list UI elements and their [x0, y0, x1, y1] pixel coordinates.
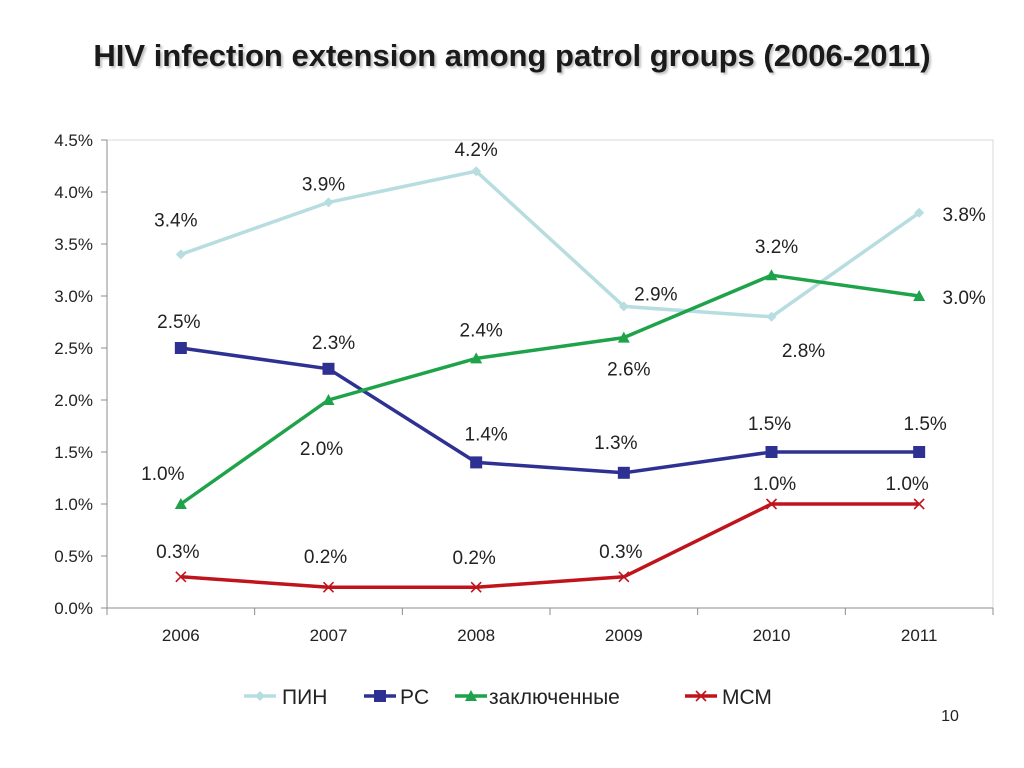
data-point-заключенные — [470, 352, 483, 364]
legend-label: PC — [400, 686, 429, 709]
series-line-пин — [180, 169, 921, 319]
data-label-пин: 3.4% — [154, 210, 197, 231]
data-label-мсм: 1.0% — [886, 474, 929, 495]
legend-item: ПИН — [244, 686, 327, 709]
slide-title: HIV infection extension among patrol gro… — [93, 38, 931, 73]
data-label-заключенные: 2.6% — [607, 360, 650, 381]
data-point-pc — [617, 466, 630, 479]
data-point-пин — [618, 301, 629, 312]
series-line-pc — [180, 346, 920, 475]
x-tick-label: 2008 — [457, 626, 495, 645]
data-point-пин — [175, 249, 186, 260]
legend-label: ПИН — [282, 686, 327, 709]
data-label-заключенные: 2.4% — [460, 320, 503, 341]
data-point-мсм — [470, 581, 482, 593]
data-point-pc — [322, 362, 335, 375]
series-line-мсм — [180, 502, 920, 589]
data-label-pc: 2.5% — [157, 312, 200, 333]
x-tick-label: 2006 — [162, 626, 200, 645]
legend-marker — [695, 690, 707, 702]
data-label-мсм: 0.3% — [156, 542, 199, 563]
y-tick-label: 3.0% — [54, 287, 93, 306]
y-tick-label: 1.5% — [54, 443, 93, 462]
data-label-pc: 1.5% — [748, 414, 791, 435]
data-label-пин: 3.8% — [943, 205, 986, 226]
legend-label: заключенные — [489, 686, 620, 709]
legend-marker — [374, 690, 386, 702]
legend-marker — [255, 691, 265, 701]
legend-item: заключенные — [455, 686, 620, 709]
legend-item: МСМ — [685, 686, 772, 709]
page-number: 10 — [941, 708, 959, 725]
data-label-pc: 1.3% — [594, 433, 637, 454]
y-tick-label: 1.0% — [54, 495, 93, 514]
data-point-пин — [471, 166, 482, 177]
data-point-pc — [913, 446, 926, 458]
data-point-мсм — [322, 581, 335, 593]
x-tick-label: 2010 — [753, 626, 791, 645]
data-label-мсм: 1.0% — [753, 474, 796, 495]
y-tick-label: 0.5% — [54, 547, 93, 566]
data-label-заключенные: 1.0% — [141, 464, 184, 485]
data-point-заключенные — [617, 331, 630, 343]
data-point-заключенные — [765, 269, 778, 281]
data-label-pc: 2.3% — [312, 333, 355, 354]
data-label-заключенные: 3.0% — [943, 288, 986, 309]
data-point-мсм — [175, 571, 187, 583]
data-point-заключенные — [913, 290, 926, 301]
legend-label: МСМ — [722, 686, 772, 709]
data-point-пин — [766, 311, 777, 322]
data-label-мсм: 0.2% — [304, 547, 347, 568]
data-label-пин: 3.9% — [302, 174, 345, 195]
data-label-пин: 4.2% — [455, 140, 498, 161]
y-tick-label: 2.5% — [54, 339, 93, 358]
data-point-пин — [323, 197, 334, 208]
series-line-заключенные — [179, 273, 920, 506]
data-point-pc — [470, 456, 483, 469]
y-tick-label: 2.0% — [54, 391, 93, 410]
data-label-пин: 2.9% — [634, 284, 677, 305]
data-point-мсм — [618, 571, 630, 583]
data-label-pc: 1.4% — [465, 424, 508, 445]
y-tick-label: 4.5% — [54, 131, 93, 150]
data-point-pc — [174, 342, 187, 354]
data-label-пин: 2.8% — [782, 341, 825, 362]
data-point-пин — [914, 207, 925, 218]
legend-item: PC — [364, 686, 429, 709]
data-point-заключенные — [174, 498, 187, 509]
data-point-мсм — [765, 498, 778, 510]
data-label-заключенные: 3.2% — [755, 237, 798, 258]
data-label-заключенные: 2.0% — [300, 439, 343, 460]
y-tick-label: 4.0% — [54, 183, 93, 202]
data-label-мсм: 0.2% — [453, 548, 496, 569]
data-label-pc: 1.5% — [904, 414, 947, 435]
data-point-заключенные — [322, 394, 335, 405]
y-tick-label: 0.0% — [54, 599, 93, 618]
data-point-pc — [765, 446, 778, 458]
x-tick-label: 2007 — [310, 626, 348, 645]
y-tick-label: 3.5% — [54, 235, 93, 254]
data-point-мсм — [913, 498, 925, 510]
x-tick-label: 2009 — [605, 626, 643, 645]
data-label-мсм: 0.3% — [599, 542, 642, 563]
plot-area — [106, 139, 994, 609]
legend-marker — [465, 690, 477, 701]
x-tick-label: 2011 — [901, 626, 938, 645]
